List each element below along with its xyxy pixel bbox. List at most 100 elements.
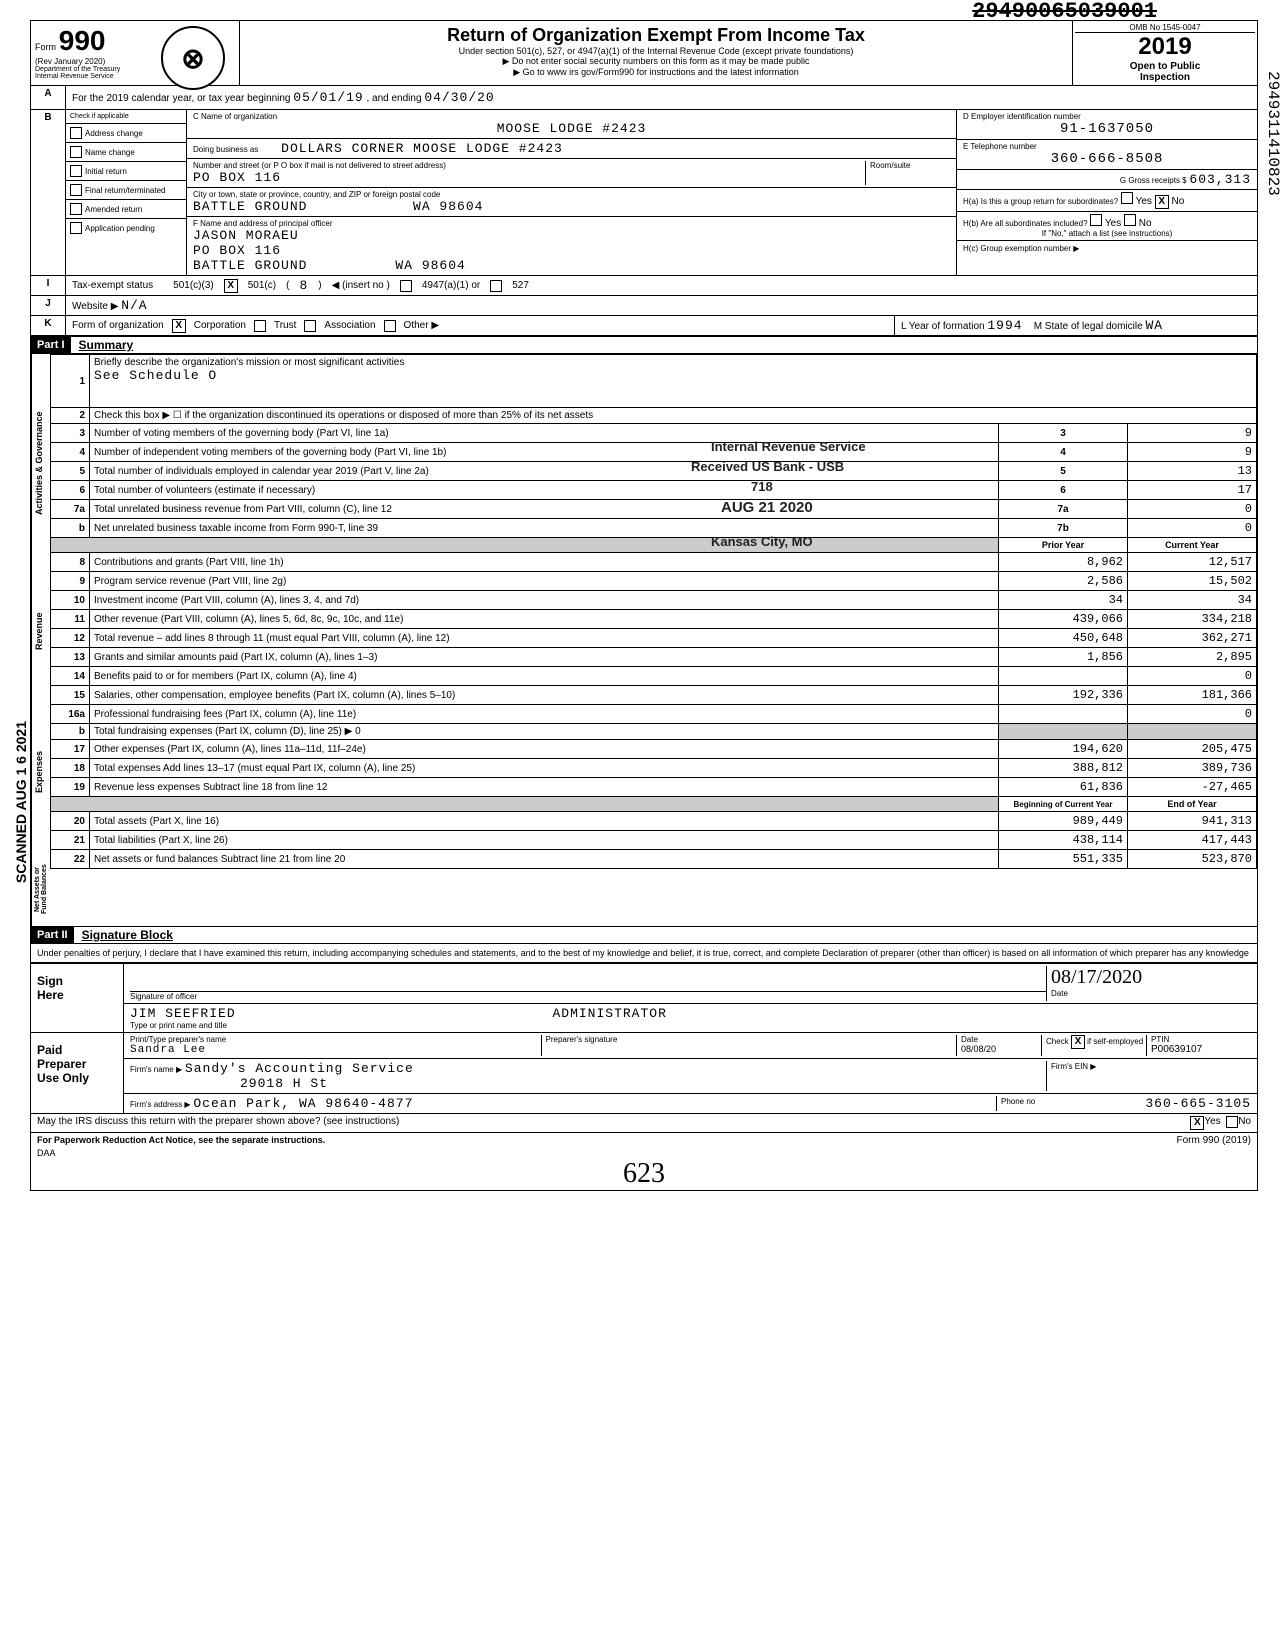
ha-field: H(a) Is this a group return for subordin… [957,190,1257,212]
summary-row: 14Benefits paid to or for members (Part … [51,667,1257,686]
officer-signature[interactable] [130,966,1046,992]
check-final[interactable]: Final return/terminated [66,181,186,200]
check-address[interactable]: Address change [66,124,186,143]
part-2-header: Part II Signature Block [31,926,1257,944]
logo-icon: ⊗ [161,26,225,90]
ptin-value: P00639107 [1151,1044,1251,1055]
gross-value: 603,313 [1189,172,1251,187]
other-box[interactable] [384,320,396,332]
line-j: J Website ▶ N/A [31,296,1257,316]
tax-year: 2019 [1075,33,1255,61]
summary-row: 6Total number of volunteers (estimate if… [51,481,1257,500]
right-column: D Employer identification number 91-1637… [957,110,1257,275]
summary-section: Internal Revenue Service Received US Ban… [31,354,1257,926]
hb-note: If "No," attach a list (see instructions… [963,229,1251,238]
form-990-number: 990 [59,25,106,56]
check-pending[interactable]: Application pending [66,219,186,237]
firm-addr1: 29018 H St [240,1076,328,1091]
dba-row: Doing business as DOLLARS CORNER MOOSE L… [187,139,956,159]
officer-row: F Name and address of principal officer … [187,217,956,275]
dba-label: Doing business as [193,145,258,154]
insert-no: 8 [299,278,308,293]
date-label: Date [1051,989,1251,998]
vert-expenses: Expenses [31,690,50,853]
summary-row: 5Total number of individuals employed in… [51,462,1257,481]
paid-prep-label: Paid Preparer Use Only [31,1033,124,1113]
col-b-label: B [31,110,66,275]
ha-no-box[interactable]: X [1155,195,1169,209]
line-k: K Form of organization XCorporation Trus… [31,316,1257,336]
prior-year-label: Prior Year [999,538,1128,553]
room-label: Room/suite [870,161,950,170]
form-org-label: Form of organization [72,320,164,331]
line-a: A For the 2019 calendar year, or tax yea… [31,86,1257,110]
paid-preparer-section: Paid Preparer Use Only Print/Type prepar… [31,1032,1257,1114]
officer-addr: PO BOX 116 [193,243,950,258]
firm-phone-label: Phone no [1001,1097,1035,1106]
summary-row: 10Investment income (Part VIII, column (… [51,591,1257,610]
footer-row: For Paperwork Reduction Act Notice, see … [31,1133,1257,1148]
main-title: Return of Organization Exempt From Incom… [244,25,1068,46]
ein-value: 91-1637050 [963,121,1251,137]
org-name: MOOSE LODGE #2423 [193,121,950,136]
prep-sig-label: Preparer's signature [546,1035,957,1044]
phone-field: E Telephone number 360-666-8508 [957,140,1257,170]
check-initial[interactable]: Initial return [66,162,186,181]
current-year-label: Current Year [1128,538,1257,553]
hb-yes-box[interactable] [1090,214,1102,226]
trust-box[interactable] [254,320,266,332]
summary-row: 15Salaries, other compensation, employee… [51,686,1257,705]
city-row: City or town, state or province, country… [187,188,956,217]
discuss-no[interactable] [1226,1116,1238,1128]
ha-yes-box[interactable] [1121,192,1133,204]
scanned-stamp: SCANNED AUG 1 6 2021 [13,721,29,883]
sign-here-section: Sign Here Signature of officer 08/17/202… [31,963,1257,1032]
summary-row: 4Number of independent voting members of… [51,443,1257,462]
firm-addr2: Ocean Park, WA 98640-4877 [193,1096,413,1111]
summary-row: 7aTotal unrelated business revenue from … [51,500,1257,519]
handwritten-num: 623 [31,1158,1257,1190]
summary-row: 22Net assets or fund balances Subtract l… [51,850,1257,869]
form-label: Form [35,42,56,52]
begin-date: 05/01/19 [293,90,363,105]
officer-name: JASON MORAEU [193,228,950,243]
f-label: F Name and address of principal officer [193,219,950,228]
discuss-yes[interactable]: X [1190,1116,1204,1130]
check-column: Check if applicable Address change Name … [66,110,187,275]
daa: DAA [31,1148,1257,1158]
part-1-header: Part I Summary [31,336,1257,354]
summary-row: 8Contributions and grants (Part VIII, li… [51,553,1257,572]
city-label: City or town, state or province, country… [193,190,950,199]
hb-no-box[interactable] [1124,214,1136,226]
section-b: B Check if applicable Address change Nam… [31,110,1257,276]
assoc-box[interactable] [304,320,316,332]
self-emp-box[interactable]: X [1071,1035,1085,1049]
form-990-container: 29490065039001 2949311410823 SCANNED AUG… [30,20,1258,1191]
c-label: C Name of organization [193,112,950,121]
check-name[interactable]: Name change [66,143,186,162]
g-label: G Gross receipts $ [1120,176,1187,185]
hb-label: H(b) Are all subordinates included? [963,219,1088,228]
4947-box[interactable] [400,280,412,292]
form-footer: Form 990 (2019) [1177,1135,1251,1146]
corp-box[interactable]: X [172,319,186,333]
hc-label: H(c) Group exemption number ▶ [963,244,1079,253]
part-1-label: Part I [31,337,71,353]
sig-officer-label: Signature of officer [130,992,1046,1001]
self-emp-label: if self-employed [1087,1037,1143,1046]
sign-here-label: Sign Here [31,964,124,1032]
begin-year-label: Beginning of Current Year [999,797,1128,812]
summary-row: 17Other expenses (Part IX, column (A), l… [51,740,1257,759]
prep-date-label: Date [961,1035,1041,1044]
summary-row: bTotal fundraising expenses (Part IX, co… [51,724,1257,740]
firm-name: Sandy's Accounting Service [185,1061,414,1076]
l-label: L Year of formation [901,321,985,332]
check-amended[interactable]: Amended return [66,200,186,219]
j-label: J [31,296,66,315]
527-box[interactable] [490,280,502,292]
prep-name-label: Print/Type preparer's name [130,1035,541,1044]
col-a-label: A [31,86,66,109]
501c-box[interactable]: X [224,279,238,293]
form-number-box: Form 990 ⊗ (Rev January 2020) Department… [31,21,240,85]
form-header: Form 990 ⊗ (Rev January 2020) Department… [31,21,1257,86]
